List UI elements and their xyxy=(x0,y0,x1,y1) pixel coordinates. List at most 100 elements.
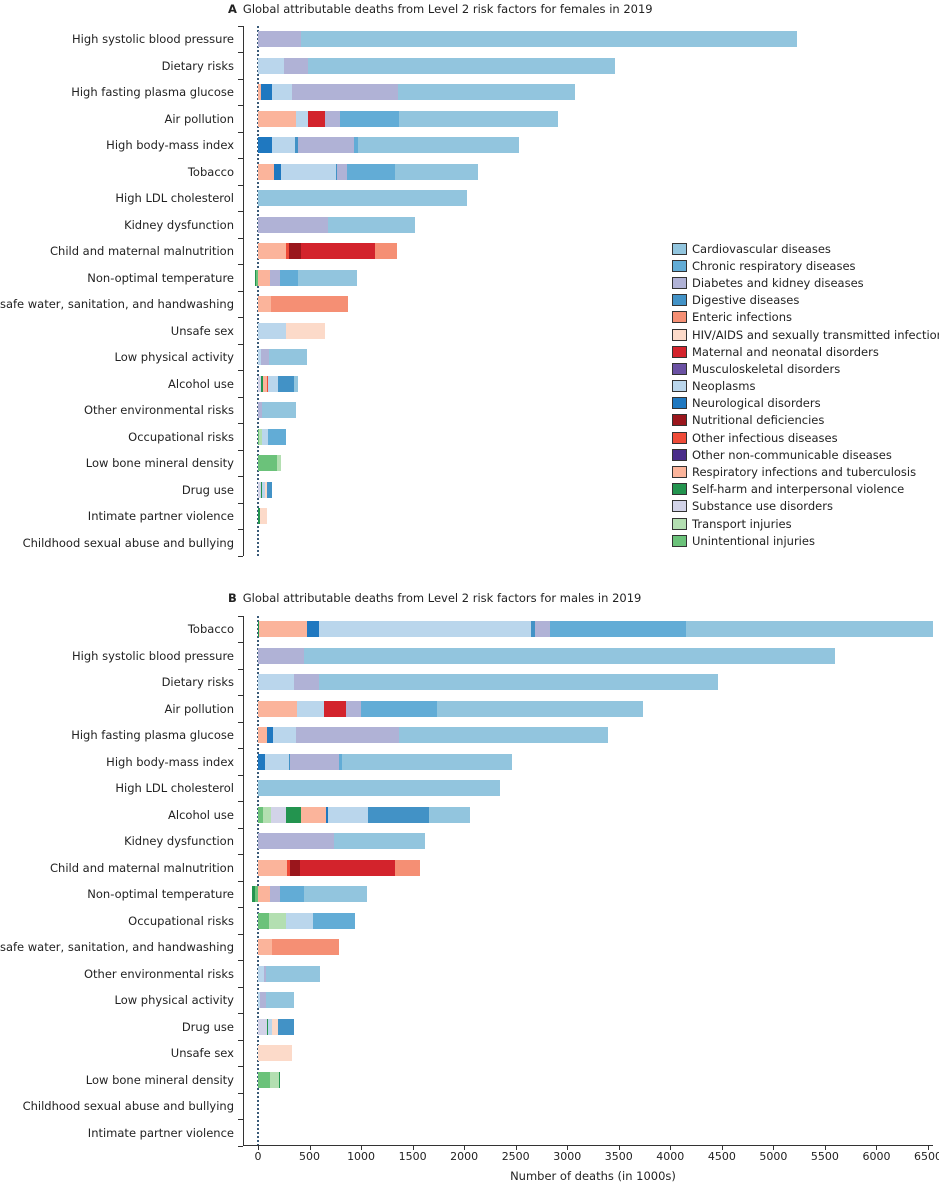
bar-segment-neu xyxy=(306,621,319,637)
x-axis-tick xyxy=(773,1145,775,1150)
legend-label: HIV/AIDS and sexually transmitted infect… xyxy=(692,327,939,342)
legend-swatch xyxy=(672,380,687,393)
risk-factor-label: Non-optimal temperature xyxy=(87,887,234,901)
bar-segment-cvd xyxy=(266,965,321,982)
y-axis-tick xyxy=(238,615,243,617)
legend-label: Transport injuries xyxy=(692,516,792,531)
bar-segment-cvd xyxy=(303,886,367,902)
x-axis-tick xyxy=(618,1145,620,1150)
bar-segment-hiv xyxy=(259,508,267,524)
bar-segment-sud xyxy=(258,481,261,498)
bar-segment-dig xyxy=(289,753,291,770)
legend-item: Substance use disorders xyxy=(672,498,939,515)
bar-segment-cvd xyxy=(437,700,643,717)
bar-segment-neo xyxy=(286,912,314,929)
bar-segment-cvd xyxy=(319,674,718,690)
bar-segment-neo xyxy=(267,375,278,392)
legend-swatch xyxy=(672,259,687,272)
x-axis-tick xyxy=(361,1145,363,1150)
panel-title-text: Global attributable deaths from Level 2 … xyxy=(242,2,653,16)
bar-segment-dig xyxy=(335,163,337,180)
risk-factor-label: Drug use xyxy=(181,1019,234,1034)
legend-swatch xyxy=(672,466,687,479)
bar-segment-neu xyxy=(274,163,282,180)
x-axis-tick xyxy=(309,1145,311,1150)
legend-item: HIV/AIDS and sexually transmitted infect… xyxy=(672,326,939,343)
y-axis-tick xyxy=(238,158,243,160)
legend-item: Neurological disorders xyxy=(672,395,939,412)
x-tick-label: 1500 xyxy=(398,1150,427,1163)
y-axis-tick xyxy=(238,748,243,750)
legend-item: Musculoskeletal disorders xyxy=(672,360,939,377)
bar-segment-rit xyxy=(258,269,271,286)
bar-segment-crd xyxy=(340,110,400,127)
risk-factor-label: Low physical activity xyxy=(114,350,235,364)
risk-factor-label: Childhood sexual abuse and bullying xyxy=(22,535,234,550)
bar-segment-cvd xyxy=(293,375,298,392)
bar-segment-dkd xyxy=(258,647,304,664)
bar-segment-mat xyxy=(301,243,376,259)
risk-factor-label: Unsafe water, sanitation, and handwashin… xyxy=(0,940,234,954)
bar-segment-neo xyxy=(264,753,289,770)
bar-segment-uni xyxy=(258,806,264,823)
bar-segment-mat xyxy=(324,700,347,717)
y-axis-line xyxy=(243,25,244,556)
bar-segment-oid xyxy=(286,243,290,259)
bar-segment-sh xyxy=(278,1071,280,1088)
bar-segment-tra xyxy=(276,455,281,471)
bar-segment-sh xyxy=(252,886,256,902)
risk-factor-label: Alcohol use xyxy=(168,376,234,391)
legend-item: Unintentional injuries xyxy=(672,532,939,549)
risk-factor-label: Child and maternal malnutrition xyxy=(50,860,234,875)
x-tick-label: 3500 xyxy=(604,1150,633,1163)
bar-segment-dkd xyxy=(258,402,263,418)
risk-factor-label: High fasting plasma glucose xyxy=(71,85,234,99)
legend-label: Diabetes and kidney diseases xyxy=(692,275,864,290)
bar-segment-crd xyxy=(313,912,356,929)
legend-swatch xyxy=(672,397,687,410)
bar-segment-rit xyxy=(258,84,262,100)
bar-segment-cvd xyxy=(395,163,479,180)
legend-label: Digestive diseases xyxy=(692,293,800,308)
bar-segment-dkd xyxy=(324,110,341,127)
y-axis-tick xyxy=(238,529,243,531)
bar-segment-neu xyxy=(326,806,328,823)
bar-segment-neo xyxy=(262,481,266,498)
legend-swatch xyxy=(672,534,687,547)
bar-segment-dig xyxy=(367,806,429,823)
bar-segment-hiv xyxy=(286,322,325,339)
x-axis-tick xyxy=(412,1145,414,1150)
risk-factor-label: High fasting plasma glucose xyxy=(71,728,234,742)
risk-factor-label: Low bone mineral density xyxy=(85,456,234,470)
bar-segment-neu xyxy=(261,84,272,100)
x-tick-label: 2000 xyxy=(450,1150,479,1163)
bar-segment-sh xyxy=(260,481,262,498)
risk-factor-label: Other environmental risks xyxy=(83,403,234,417)
x-tick-label: 2500 xyxy=(501,1150,530,1163)
bar-segment-cvd xyxy=(258,780,501,796)
risk-factor-label: Child and maternal malnutrition xyxy=(50,244,234,258)
y-axis-tick xyxy=(238,1092,243,1094)
bar-segment-neo xyxy=(296,110,309,127)
y-axis-tick xyxy=(238,502,243,504)
x-axis-tick xyxy=(876,1145,878,1150)
legend-label: Cardiovascular diseases xyxy=(692,241,831,256)
bar-segment-tra xyxy=(269,912,287,929)
bar-segment-dkd xyxy=(258,833,334,849)
legend-swatch xyxy=(672,414,687,427)
risk-factor-label: Dietary risks xyxy=(161,58,234,73)
legend-label: Substance use disorders xyxy=(692,499,833,514)
y-axis-tick xyxy=(238,264,243,266)
legend-label: Respiratory infections and tuberculosis xyxy=(692,465,917,480)
bar-segment-mat xyxy=(308,110,325,127)
bar-segment-dkd xyxy=(336,163,347,180)
risk-factor-label: Alcohol use xyxy=(168,807,234,822)
y-axis-tick xyxy=(238,423,243,425)
y-axis-tick xyxy=(238,317,243,319)
zero-reference-line xyxy=(257,615,259,1146)
risk-factor-label: Kidney dysfunction xyxy=(124,217,234,232)
bar-segment-neo xyxy=(272,727,296,743)
x-tick-label: 6500 xyxy=(914,1150,939,1163)
bar-segment-neu xyxy=(258,753,265,770)
bar-segment-cvd xyxy=(307,57,616,74)
